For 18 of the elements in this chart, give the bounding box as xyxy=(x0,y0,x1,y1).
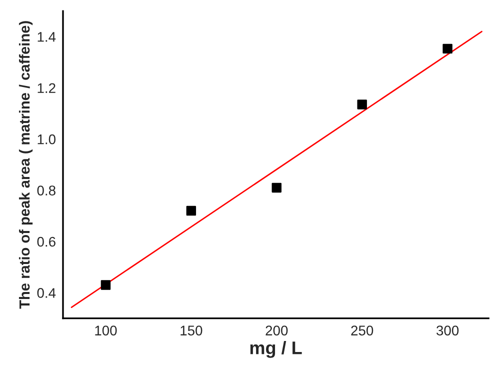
y-tick-label: 0.8 xyxy=(37,186,56,196)
y-axis-title: The ratio of peak area ( matrine / caffeine) xyxy=(18,21,33,309)
point xyxy=(186,206,196,216)
x-tick-label: 100 xyxy=(95,326,117,336)
point xyxy=(272,182,282,193)
y-tick-label: 1.2 xyxy=(38,83,56,93)
y-tick-label: 0.4 xyxy=(37,288,56,298)
y-tick-label: 1.0 xyxy=(38,134,56,144)
x-axis-title: mg / L xyxy=(250,340,302,358)
x-tick-label: 300 xyxy=(436,326,459,336)
x-tick-label: 200 xyxy=(266,326,288,336)
y-tick-label: 1.4 xyxy=(38,32,56,42)
x-tick-label: 250 xyxy=(351,326,374,336)
point xyxy=(100,280,111,290)
x-tick-label: 150 xyxy=(180,326,202,336)
y-tick-label: 0.6 xyxy=(37,236,56,247)
point xyxy=(357,100,367,110)
point xyxy=(442,44,452,54)
